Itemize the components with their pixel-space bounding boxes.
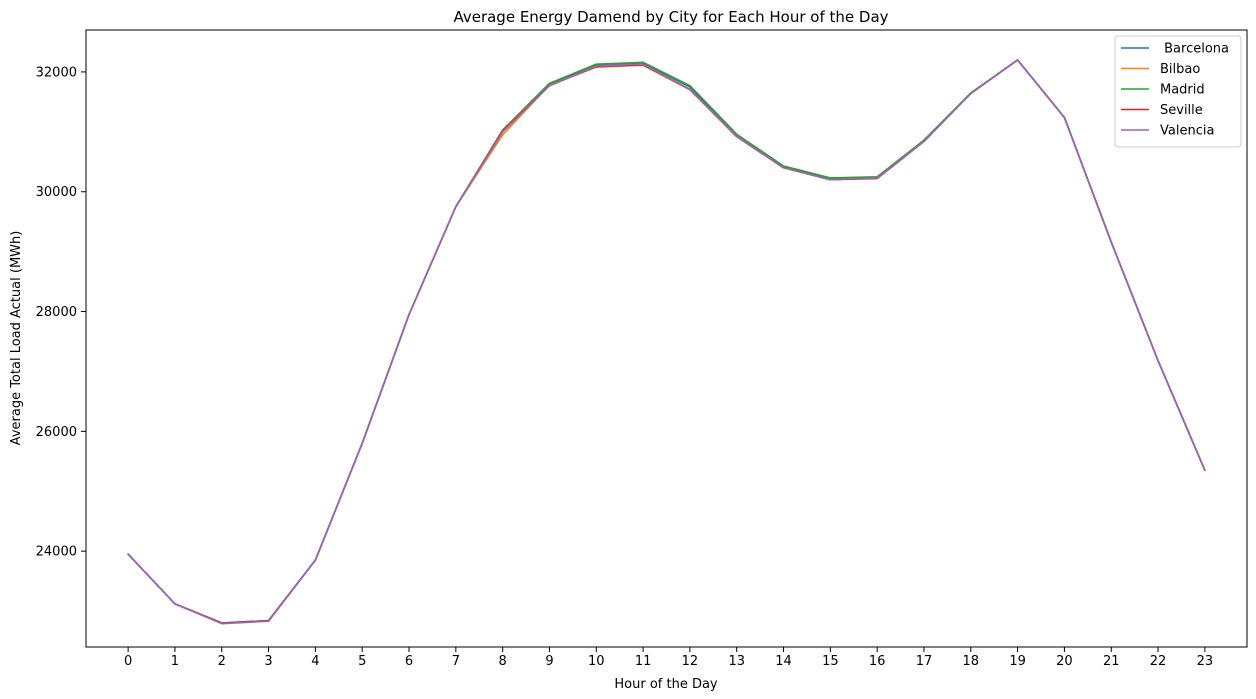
legend-label: Seville (1160, 103, 1203, 118)
x-tick-label: 0 (124, 654, 132, 669)
x-tick-label: 3 (264, 654, 272, 669)
series-line-seville (127, 59, 1206, 624)
x-axis-title: Hour of the Day (614, 677, 718, 692)
x-tick-label: 9 (545, 654, 553, 669)
x-axis: 0 1 2 3 4 5 6 7 8 9 10 11 12 13 14 15 16 17 18 19 20 21 22 23 (124, 647, 1213, 669)
y-tick-label: 26000 (36, 425, 77, 440)
x-tick-label: 14 (775, 654, 792, 669)
x-tick-label: 23 (1197, 654, 1214, 669)
x-tick-label: 11 (635, 654, 652, 669)
legend-label: Barcelona (1160, 42, 1229, 57)
x-tick-label: 22 (1150, 654, 1167, 669)
series-line-madrid (127, 59, 1206, 624)
x-tick-label: 12 (682, 654, 699, 669)
series-lines (127, 59, 1206, 625)
y-tick-label: 30000 (36, 185, 77, 200)
x-tick-label: 21 (1103, 654, 1120, 669)
x-tick-label: 18 (963, 654, 980, 669)
x-tick-label: 13 (728, 654, 745, 669)
x-tick-label: 4 (311, 654, 319, 669)
x-tick-label: 20 (1056, 654, 1073, 669)
y-tick-label: 32000 (36, 65, 77, 80)
x-tick-label: 1 (171, 654, 179, 669)
x-tick-label: 10 (588, 654, 605, 669)
plot-area (85, 29, 1248, 648)
series-line-barcelona (127, 59, 1206, 624)
legend: Barcelona Bilbao Madrid Seville Valencia (1114, 35, 1242, 148)
x-tick-label: 16 (869, 654, 886, 669)
chart-title: Average Energy Damend by City for Each H… (453, 8, 888, 26)
y-tick-label: 28000 (36, 305, 77, 320)
series-line-valencia (127, 59, 1206, 625)
y-axis-title: Average Total Load Actual (MWh) (9, 231, 24, 446)
x-tick-label: 6 (405, 654, 413, 669)
legend-label: Madrid (1160, 83, 1205, 98)
x-tick-label: 15 (822, 654, 839, 669)
series-line-bilbao (127, 59, 1206, 624)
x-tick-label: 7 (452, 654, 460, 669)
legend-label: Valencia (1160, 124, 1214, 139)
y-tick-label: 24000 (36, 545, 77, 560)
x-tick-label: 19 (1009, 654, 1026, 669)
x-tick-label: 5 (358, 654, 366, 669)
legend-box (1114, 35, 1242, 148)
y-axis: 24000 26000 28000 30000 32000 (36, 65, 86, 560)
x-tick-label: 8 (499, 654, 507, 669)
x-tick-label: 17 (916, 654, 933, 669)
x-tick-label: 2 (218, 654, 226, 669)
legend-label: Bilbao (1160, 62, 1200, 77)
